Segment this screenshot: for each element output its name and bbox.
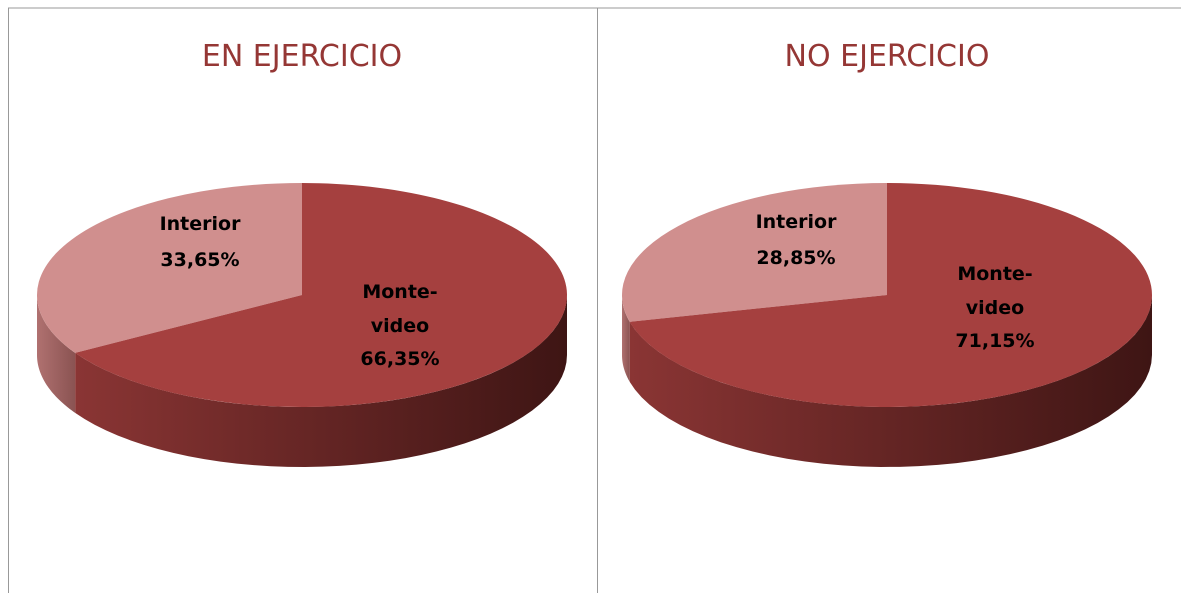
pie-side [629,295,1152,467]
data-label: Monte-video 66,35% [360,281,439,370]
data-label: Interior 28,85% [756,211,838,269]
pie-slice [629,183,1153,408]
pie-slice [75,183,567,407]
category-label: Interior [160,213,242,235]
category-label: video [966,297,1024,319]
category-label: video [371,315,429,337]
chart-title: EN EJERCICIO [202,39,402,74]
value-label: 71,15% [955,330,1034,352]
pie-side [37,295,76,413]
value-label: 28,85% [756,247,835,269]
pie-slice [622,183,887,322]
value-label: 66,35% [360,348,439,370]
category-label: Monte- [362,281,437,303]
pie-slice [37,183,303,353]
data-label: Monte-video 71,15% [955,263,1034,352]
data-label: Interior 33,65% [160,213,242,271]
chart-title: NO EJERCICIO [785,39,990,74]
category-label: Interior [756,211,838,233]
category-label: Monte- [957,263,1032,285]
pie-side [622,295,630,382]
value-label: 33,65% [160,249,239,271]
pie-side [75,295,567,467]
